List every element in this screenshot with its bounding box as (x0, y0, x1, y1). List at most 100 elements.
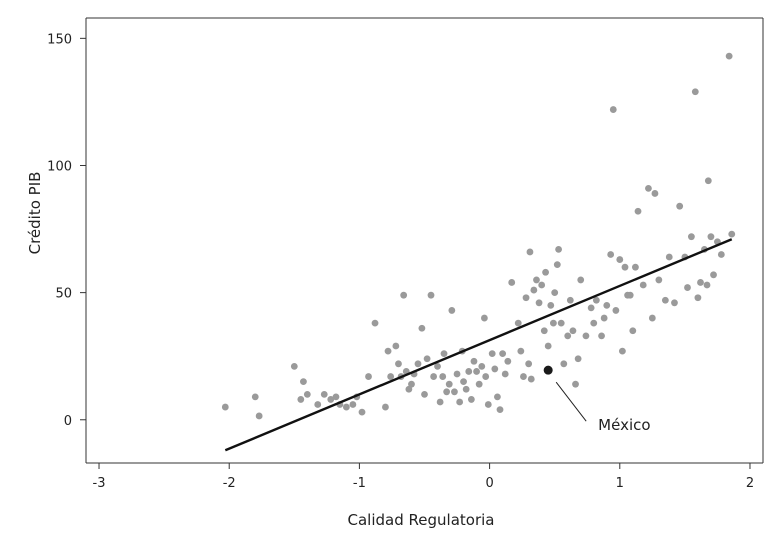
data-point (603, 301, 611, 309)
data-point (473, 368, 480, 375)
data-point (465, 368, 473, 375)
data-point (549, 319, 557, 327)
data-point (671, 299, 678, 307)
x-tick-label: 0 (485, 476, 493, 491)
data-point (577, 276, 585, 284)
data-point (612, 307, 620, 314)
data-point (676, 202, 684, 210)
data-point (527, 375, 535, 383)
data-point (560, 360, 568, 368)
data-point (327, 396, 335, 403)
data-point (618, 347, 626, 355)
data-point (482, 373, 490, 380)
trend-line-layer (224, 238, 733, 452)
data-point (342, 403, 350, 411)
data-point (423, 355, 431, 363)
x-axis: -3 -2 -1 0 1 2 (93, 463, 754, 491)
data-point (453, 370, 461, 378)
data-point (661, 296, 669, 304)
data-point (651, 190, 659, 197)
data-point (320, 390, 328, 398)
data-point (645, 184, 652, 192)
data-point (400, 291, 408, 299)
data-point (609, 106, 617, 113)
data-point (475, 380, 483, 388)
data-point (514, 319, 522, 327)
data-point (639, 281, 647, 289)
data-point (598, 332, 605, 340)
data-point (684, 284, 691, 291)
data-point (629, 327, 637, 335)
data-point (600, 314, 608, 322)
data-point (707, 233, 715, 241)
data-point (555, 246, 562, 253)
data-point (648, 314, 656, 322)
data-point (255, 412, 263, 420)
data-point (566, 296, 574, 304)
data-point (443, 388, 451, 396)
data-point (332, 393, 340, 401)
data-point (504, 357, 512, 365)
data-point (590, 319, 598, 327)
data-point (448, 307, 456, 314)
data-point (616, 256, 624, 263)
data-point (371, 319, 379, 327)
data-point (592, 296, 600, 304)
data-point (436, 398, 444, 406)
data-point (488, 350, 496, 358)
data-point (496, 406, 504, 413)
data-point (467, 396, 475, 403)
data-point (703, 281, 711, 289)
y-tick-label: 0 (64, 414, 72, 429)
data-point (303, 390, 311, 398)
highlight-layer: México (543, 365, 651, 434)
data-point (697, 279, 704, 286)
data-point (470, 357, 478, 365)
data-point (725, 52, 733, 60)
data-point (221, 403, 229, 411)
data-point (665, 253, 673, 261)
data-point (387, 373, 395, 380)
data-point (499, 350, 507, 358)
y-axis-title: Crédito PIB (26, 172, 44, 255)
x-tick-label: 1 (616, 476, 624, 491)
data-point (421, 390, 428, 398)
data-point (587, 304, 595, 312)
data-point (414, 360, 422, 368)
data-point (535, 299, 543, 307)
data-points (221, 52, 736, 420)
data-point (451, 388, 458, 396)
data-point (542, 268, 549, 276)
data-point (687, 233, 695, 241)
data-point (632, 263, 639, 271)
trend-line (224, 238, 733, 452)
data-point (634, 207, 642, 215)
data-point (314, 401, 322, 408)
data-point (491, 365, 499, 373)
data-point (462, 385, 470, 393)
data-point (557, 319, 565, 327)
data-point (704, 177, 712, 185)
annotation-leader-line (555, 381, 587, 422)
data-point (530, 286, 538, 294)
plot-frame (85, 17, 764, 464)
data-point (290, 362, 298, 370)
data-point (439, 373, 447, 380)
y-tick-label: 150 (47, 32, 72, 47)
data-point (434, 362, 441, 370)
data-point (526, 248, 534, 256)
data-point (297, 396, 305, 403)
data-point (691, 88, 699, 96)
data-point (430, 373, 438, 380)
data-point (456, 398, 464, 406)
data-point (572, 380, 579, 388)
data-point (540, 327, 548, 335)
data-point (440, 350, 448, 358)
data-point (564, 332, 572, 340)
data-point (392, 342, 400, 350)
data-point (480, 314, 488, 322)
data-point (395, 360, 402, 368)
data-point (538, 281, 546, 289)
data-point (501, 370, 509, 378)
